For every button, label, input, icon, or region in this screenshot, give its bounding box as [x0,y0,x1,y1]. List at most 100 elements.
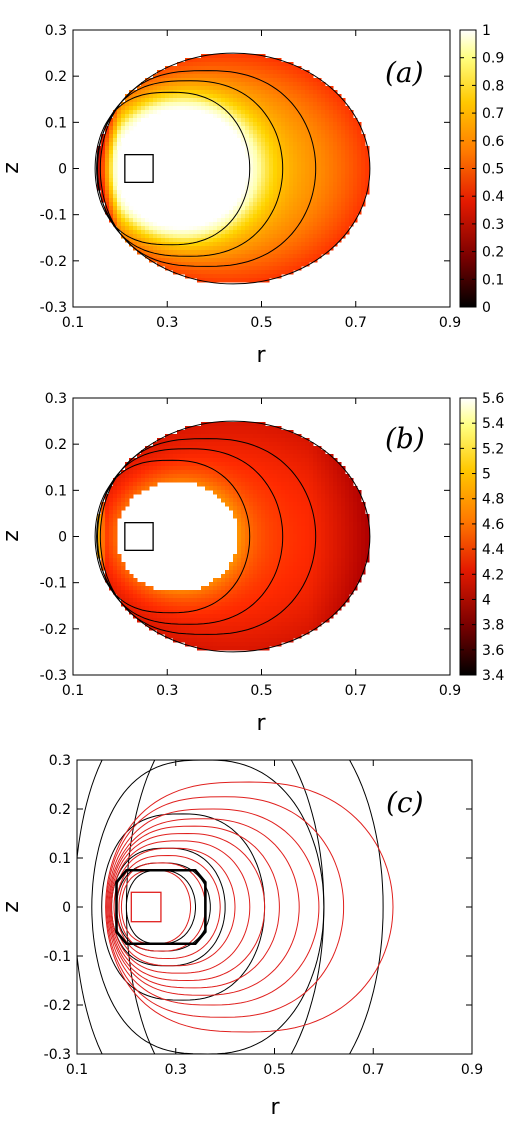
field-cell [305,106,310,111]
field-cell [209,626,214,631]
field-cell [297,622,302,627]
field-cell [97,170,102,175]
field-cell [213,422,218,427]
field-cell [165,110,170,115]
field-cell [129,598,134,603]
field-cell [145,114,150,119]
field-cell [325,186,330,191]
field-cell [329,130,334,135]
field-cell [221,438,226,443]
field-cell [301,546,306,551]
field-cell [301,242,306,247]
field-cell [301,94,306,99]
field-cell [309,258,314,263]
field-cell [245,546,250,551]
field-cell [149,238,154,243]
field-cell [257,494,262,499]
field-cell [213,218,218,223]
field-cell [193,466,198,471]
field-cell [181,62,186,67]
field-cell [117,110,122,115]
field-cell [225,226,230,231]
field-cell [201,94,206,99]
field-cell [233,258,238,263]
field-cell [249,514,254,519]
field-cell [217,222,222,227]
field-cell [197,466,202,471]
field-cell [277,618,282,623]
field-cell [181,614,186,619]
field-cell [229,502,234,507]
field-cell [205,422,210,427]
field-cell [353,494,358,499]
field-cell [325,102,330,107]
field-cell [293,150,298,155]
field-cell [345,594,350,599]
field-cell [205,74,210,79]
field-cell [265,546,270,551]
field-cell [257,214,262,219]
field-cell [249,162,254,167]
field-cell [313,618,318,623]
field-cell [285,638,290,643]
field-cell [349,118,354,123]
field-cell [345,498,350,503]
field-cell [321,106,326,111]
field-cell [313,230,318,235]
field-cell [213,98,218,103]
field-cell [289,102,294,107]
field-cell [229,618,234,623]
field-cell [301,550,306,555]
field-cell [289,526,294,531]
field-cell [293,106,298,111]
field-cell [297,106,302,111]
field-cell [301,74,306,79]
field-cell [157,262,162,267]
field-cell [113,142,118,147]
field-cell [233,490,238,495]
field-cell [213,254,218,259]
field-cell [261,86,266,91]
field-cell [209,66,214,71]
field-cell [257,218,262,223]
field-cell [329,90,334,95]
field-cell [273,174,278,179]
field-cell [289,106,294,111]
field-cell [213,238,218,243]
field-cell [345,162,350,167]
field-cell [325,454,330,459]
field-cell [189,98,194,103]
field-cell [253,66,258,71]
field-cell [281,594,286,599]
field-cell [221,218,226,223]
field-cell [285,206,290,211]
field-cell [269,566,274,571]
field-cell [277,86,282,91]
field-cell [121,478,126,483]
field-cell [229,434,234,439]
field-cell [325,502,330,507]
field-cell [157,462,162,467]
field-cell [309,150,314,155]
field-cell [257,482,262,487]
field-cell [273,438,278,443]
field-cell [229,634,234,639]
field-cell [249,498,254,503]
field-cell [149,226,154,231]
field-cell [249,502,254,507]
field-cell [313,246,318,251]
field-cell [133,234,138,239]
x-tick-label: 0.3 [156,315,178,331]
field-cell [253,258,258,263]
field-cell [161,238,166,243]
field-cell [293,186,298,191]
field-cell [357,558,362,563]
field-cell [233,82,238,87]
field-cell [361,134,366,139]
field-cell [257,186,262,191]
field-cell [245,58,250,63]
field-cell [301,566,306,571]
field-cell [321,226,326,231]
field-cell [281,94,286,99]
field-cell [285,530,290,535]
